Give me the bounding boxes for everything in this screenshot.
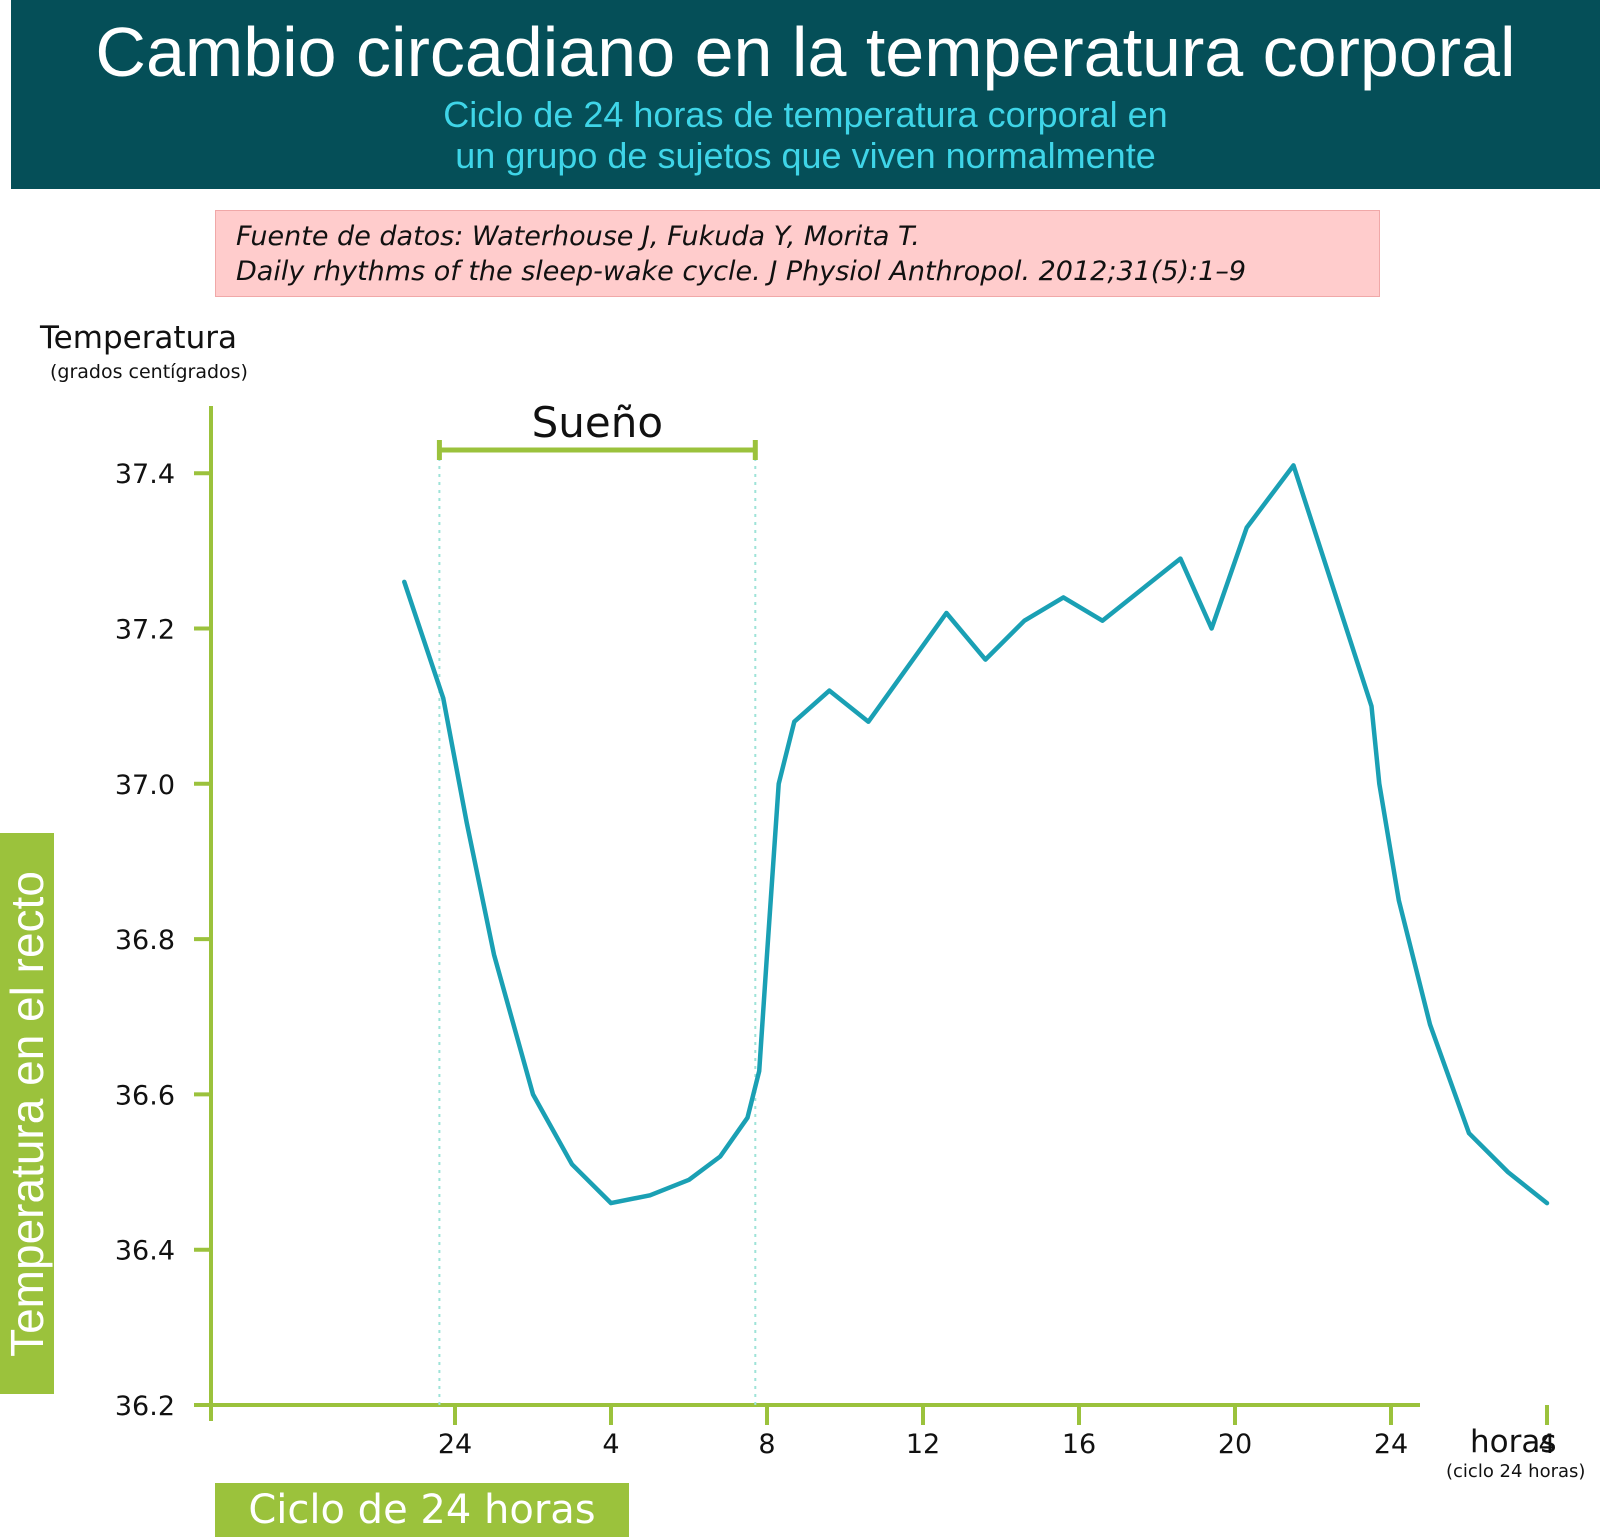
subtitle-line-2: un grupo de sujetos que viven normalment… [455,135,1156,176]
chart-subtitle: Ciclo de 24 horas de temperatura corpora… [11,94,1600,176]
temperature-series-line [402,463,1550,1206]
sleep-label: Sueño [532,398,663,447]
x-axis-unit: horas [1470,1424,1557,1460]
y-tick-label: 36.6 [115,1080,175,1111]
subtitle-line-1: Ciclo de 24 horas de temperatura corpora… [443,94,1168,135]
source-box: Fuente de datos: Waterhouse J, Fukuda Y,… [215,210,1380,297]
x-tick-label: 16 [1062,1429,1096,1460]
source-line-1: Fuente de datos: Waterhouse J, Fukuda Y,… [236,221,920,252]
x-axis-unit-sub: (ciclo 24 horas) [1446,1461,1586,1482]
source-line-2: Daily rhythms of the sleep-wake cycle. J… [236,256,1246,287]
side-label: Temperatura en el recto [0,833,54,1394]
x-tick-label: 4 [1538,1429,1555,1460]
y-tick-label: 37.4 [115,459,175,490]
x-tick-label: 20 [1218,1429,1252,1460]
header-banner: Cambio circadiano en la temperatura corp… [11,0,1600,189]
y-tick-label: 36.8 [115,925,175,956]
x-tick-label: 12 [906,1429,940,1460]
y-tick-label: 37.2 [115,615,175,646]
y-tick-label: 37.0 [115,770,175,801]
y-tick-label: 36.2 [115,1391,175,1422]
x-tick-label: 4 [602,1429,619,1460]
chart-title: Cambio circadiano en la temperatura corp… [95,13,1516,91]
y-tick-label: 36.4 [115,1236,175,1267]
x-tick-label: 8 [758,1429,775,1460]
bottom-label: Ciclo de 24 horas [215,1483,629,1537]
y-axis-subtitle: (grados centígrados) [50,361,248,383]
y-axis-title: Temperatura [40,320,237,356]
x-tick-label: 24 [1374,1429,1408,1460]
x-tick-label: 24 [438,1429,472,1460]
side-label-text: Temperatura en el recto [1,870,53,1357]
